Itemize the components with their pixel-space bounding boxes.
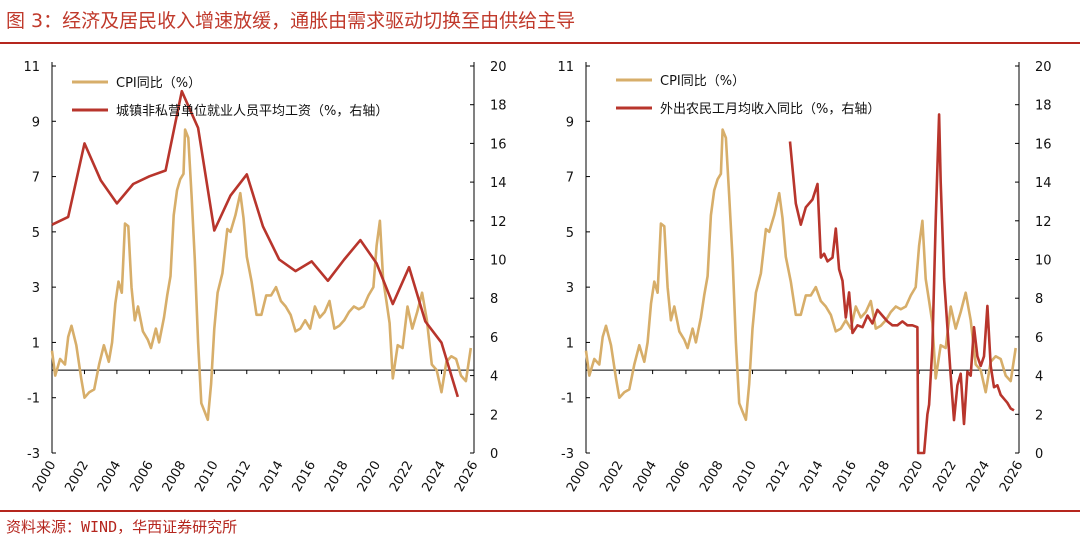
y-tick-label-left: 1: [32, 336, 40, 351]
x-tick-label: 2004: [95, 459, 125, 495]
x-tick-label: 2016: [290, 459, 320, 495]
y-tick-label-right: 0: [1035, 447, 1043, 462]
y-tick-label-left: 3: [566, 281, 574, 296]
y-tick-label-left: 11: [23, 60, 40, 75]
y-tick-label-left: 5: [32, 226, 40, 241]
y-tick-label-right: 2: [490, 408, 498, 423]
y-tick-label-right: 6: [490, 331, 498, 346]
y-tick-label-left: -3: [561, 447, 574, 462]
legend-label: 外出农民工月均收入同比（%，右轴）: [660, 102, 880, 117]
y-tick-label-left: 9: [566, 115, 574, 130]
legend-label: CPI同比（%）: [116, 76, 201, 91]
x-tick-label: 2020: [355, 459, 385, 495]
y-tick-label-left: 9: [32, 115, 40, 130]
y-tick-label-right: 8: [490, 292, 498, 307]
x-tick-label: 2024: [964, 459, 994, 495]
figure-title: 图 3：经济及居民收入增速放缓，通胀由需求驱动切换至由供给主导: [6, 10, 576, 32]
x-tick-label: 2004: [631, 459, 661, 495]
y-tick-label-right: 8: [1035, 292, 1043, 307]
x-tick-label: 2018: [864, 459, 894, 495]
series-line-right-axis: [788, 113, 1015, 455]
y-tick-label-right: 14: [1035, 176, 1052, 191]
x-tick-label: 2008: [697, 459, 727, 495]
y-tick-label-left: 1: [566, 336, 574, 351]
y-tick-label-right: 10: [490, 254, 507, 269]
legend-label: CPI同比（%）: [660, 74, 745, 89]
y-tick-label-right: 18: [1035, 99, 1052, 114]
y-tick-label-right: 4: [1035, 370, 1043, 385]
y-tick-label-left: -3: [27, 447, 40, 462]
y-tick-label-right: 20: [490, 60, 507, 75]
x-tick-label: 2010: [192, 459, 222, 495]
x-tick-label: 2006: [127, 459, 157, 495]
x-tick-label: 2002: [62, 459, 92, 495]
x-tick-label: 2018: [322, 459, 352, 495]
bottom-rule: [0, 510, 1080, 512]
y-tick-label-left: 7: [566, 171, 574, 186]
y-tick-label-left: 5: [566, 226, 574, 241]
x-tick-label: 2026: [452, 459, 482, 495]
x-tick-label: 2000: [564, 459, 594, 495]
x-tick-label: 2006: [664, 459, 694, 495]
y-tick-label-right: 2: [1035, 408, 1043, 423]
x-tick-label: 2010: [730, 459, 760, 495]
y-tick-label-left: -1: [561, 392, 574, 407]
x-tick-label: 2002: [597, 459, 627, 495]
y-tick-label-right: 16: [1035, 137, 1052, 152]
x-tick-label: 2024: [419, 459, 449, 495]
x-tick-label: 2012: [764, 459, 794, 495]
y-tick-label-right: 10: [1035, 254, 1052, 269]
y-tick-label-right: 0: [490, 447, 498, 462]
y-tick-label-right: 20: [1035, 60, 1052, 75]
source-note: 资料来源：WIND，华西证券研究所: [6, 518, 238, 536]
y-tick-label-right: 16: [490, 137, 507, 152]
x-tick-label: 2008: [160, 459, 190, 495]
y-tick-label-left: 11: [557, 60, 574, 75]
legend-label: 城镇非私营单位就业人员平均工资（%，右轴）: [116, 104, 388, 119]
x-tick-label: 2014: [257, 459, 287, 495]
x-tick-label: 2022: [387, 459, 417, 495]
x-tick-label: 2020: [897, 459, 927, 495]
y-tick-label-left: 7: [32, 171, 40, 186]
y-tick-label-left: 3: [32, 281, 40, 296]
x-tick-label: 2000: [30, 459, 60, 495]
y-tick-label-right: 12: [490, 215, 507, 230]
y-tick-label-right: 18: [490, 99, 507, 114]
top-rule: [0, 42, 1080, 44]
x-tick-label: 2022: [930, 459, 960, 495]
y-tick-label-right: 4: [490, 370, 498, 385]
y-tick-label-right: 14: [490, 176, 507, 191]
x-tick-label: 2012: [225, 459, 255, 495]
series-line-cpi: [50, 128, 473, 422]
x-tick-label: 2016: [830, 459, 860, 495]
series-line-right-axis: [51, 89, 460, 398]
y-tick-label-left: -1: [27, 392, 40, 407]
y-tick-label-right: 6: [1035, 331, 1043, 346]
x-tick-label: 2026: [997, 459, 1027, 495]
x-tick-label: 2014: [797, 459, 827, 495]
y-tick-label-right: 12: [1035, 215, 1052, 230]
